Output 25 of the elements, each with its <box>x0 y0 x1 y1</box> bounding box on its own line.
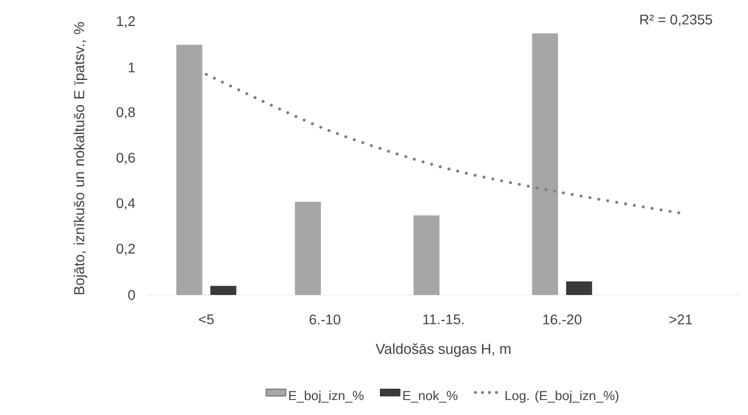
bar <box>532 33 558 295</box>
bar <box>210 286 236 295</box>
legend-label: E_boj_izn_% <box>289 390 364 403</box>
y-tick-label: 1,2 <box>117 16 135 28</box>
x-tick-label: 16.-20 <box>543 314 582 324</box>
legend-label: E_nok_% <box>403 390 458 403</box>
y-tick-label: 0,4 <box>116 198 136 210</box>
y-tick-label: 0,2 <box>116 244 135 256</box>
y-tick-label: 0 <box>128 290 135 300</box>
bar <box>414 215 440 295</box>
line-series <box>204 72 682 215</box>
y-axis-title: Bojāto, iznīkušo un nokaltušo E īpatsv., % <box>74 22 88 294</box>
annotation: R² = 0,2355 <box>640 14 712 26</box>
bar <box>566 281 592 295</box>
y-tick-label: 1 <box>128 62 135 72</box>
bar <box>176 44 202 295</box>
x-tick-label: <5 <box>199 314 214 324</box>
x-tick-label: 11.-15. <box>423 314 464 324</box>
x-tick-label: >21 <box>670 314 692 324</box>
x-tick-label: 6.-10 <box>310 314 340 324</box>
y-tick-label: 0,8 <box>116 107 135 119</box>
x-axis-title: Valdošās sugas H, m <box>376 343 510 357</box>
y-tick-label: 0,6 <box>116 152 135 164</box>
legend-label: Log. (E_boj_izn_%) <box>506 390 618 403</box>
bar <box>294 202 321 295</box>
